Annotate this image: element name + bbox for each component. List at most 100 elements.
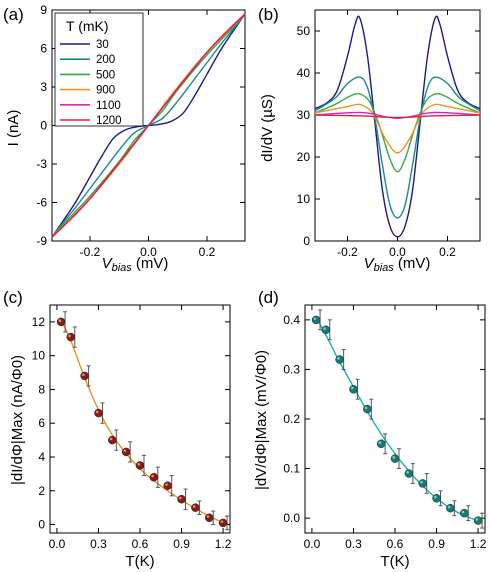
y-tick-label-c: 12 bbox=[32, 315, 46, 329]
data-point-highlight-d bbox=[406, 471, 409, 474]
data-point-highlight-c bbox=[192, 505, 196, 508]
data-point-highlight-c bbox=[137, 462, 141, 466]
plot-frame-d bbox=[304, 304, 486, 534]
data-point-highlight-d bbox=[461, 510, 465, 514]
x-tick-label-d: 0.0 bbox=[304, 537, 321, 551]
data-point-highlight-d bbox=[392, 456, 396, 459]
panel-c: T(K) |dI/dΦ|Max (nA/Φ0) 0.0 0.3 0.6 0.9 1.2 0… bbox=[9, 304, 232, 570]
legend-entry-label: 500 bbox=[96, 69, 115, 81]
data-point-highlight-c bbox=[123, 449, 127, 453]
data-point-d bbox=[390, 454, 400, 463]
y-tick-label-a: 9 bbox=[40, 3, 47, 17]
y-tick-label-b: 50 bbox=[297, 24, 311, 38]
data-point-highlight-d bbox=[337, 357, 340, 360]
data-point-c bbox=[66, 332, 76, 342]
y-tick-label-c: 0 bbox=[38, 518, 45, 532]
y-tick-label-d: 0.0 bbox=[283, 511, 300, 525]
fit-line-d bbox=[315, 317, 479, 522]
legend-entry-label: 1100 bbox=[96, 100, 121, 112]
data-point-c bbox=[94, 408, 103, 418]
data-point-c bbox=[135, 461, 145, 470]
y-tick-label-b: 20 bbox=[297, 150, 311, 164]
x-tick-label-d: 1.2 bbox=[470, 537, 487, 551]
series-line-b-500 bbox=[314, 92, 481, 173]
y-axis-label-b: dI/dV (µS) bbox=[259, 94, 276, 162]
y-tick-label-c: 6 bbox=[38, 416, 45, 430]
data-point-highlight-d bbox=[378, 441, 382, 444]
y-tick-label-c: 4 bbox=[38, 450, 45, 464]
data-point-d bbox=[335, 355, 344, 364]
y-axis-label-d: |dV/dΦ|Max (mV/Φ0) bbox=[253, 350, 270, 490]
data-point-d bbox=[473, 516, 483, 525]
data-point-c bbox=[177, 494, 186, 504]
x-tick-label-b: 0.2 bbox=[439, 245, 456, 259]
data-point-d bbox=[349, 385, 358, 394]
x-tick-label-a: 0.0 bbox=[140, 245, 157, 259]
data-point-highlight-c bbox=[220, 520, 224, 523]
legend-entry-label: 900 bbox=[96, 85, 115, 97]
x-tick-label-b: 0.0 bbox=[389, 245, 406, 259]
legend-entry-label: 30 bbox=[96, 39, 109, 51]
x-tick-label-d: 0.9 bbox=[428, 537, 445, 551]
x-tick-label-c: 0.9 bbox=[173, 537, 190, 551]
data-point-highlight-c bbox=[179, 496, 182, 500]
panel-label-d: (d) bbox=[258, 288, 279, 307]
plot-frame-c bbox=[49, 304, 231, 534]
y-tick-label-a: 0 bbox=[40, 119, 47, 133]
data-point-highlight-c bbox=[109, 437, 113, 441]
x-tick-label-a: 0.2 bbox=[199, 245, 216, 259]
y-tick-label-a: 6 bbox=[40, 42, 47, 56]
x-tick-label-c: 0.0 bbox=[49, 537, 66, 551]
y-tick-label-a: -3 bbox=[36, 157, 47, 171]
data-point-d bbox=[311, 315, 321, 325]
data-point-highlight-c bbox=[151, 474, 154, 478]
x-tick-label-d: 0.3 bbox=[345, 537, 362, 551]
panel-label-c: (c) bbox=[3, 288, 23, 307]
panel-label-b: (b) bbox=[258, 5, 279, 24]
data-point-c bbox=[204, 513, 214, 523]
y-tick-label-d: 0.4 bbox=[283, 313, 300, 327]
data-point-highlight-c bbox=[82, 373, 85, 377]
series-line-b-200 bbox=[314, 76, 481, 219]
data-point-highlight-c bbox=[165, 483, 168, 486]
data-point-highlight-d bbox=[350, 386, 354, 390]
x-tick-label-a: -0.2 bbox=[80, 245, 101, 259]
legend: T (mK) 30 200 500 900 1100 1200 bbox=[54, 12, 144, 127]
y-axis-label-c: |dI/dΦ|Max (nA/Φ0) bbox=[9, 355, 26, 485]
x-tick-label-c: 0.6 bbox=[132, 537, 149, 551]
x-tick-label-c: 0.3 bbox=[90, 537, 107, 551]
data-point-d bbox=[432, 494, 441, 503]
series-line-b-900 bbox=[314, 103, 481, 154]
data-point-highlight-d bbox=[447, 505, 451, 509]
x-axis-label-d: T(K) bbox=[380, 553, 409, 570]
data-point-d bbox=[376, 439, 386, 449]
series-line-a-1200 bbox=[51, 13, 246, 238]
legend-entry-label: 1200 bbox=[96, 115, 122, 127]
panel-a: Vbias (mV) I (nA) -0.2 0.0 0.2 -9 -6 -3 0 3 6 9 T… bbox=[5, 3, 246, 274]
data-point-c bbox=[191, 503, 200, 512]
data-point-c bbox=[108, 435, 117, 445]
y-tick-label-a: 3 bbox=[40, 80, 47, 94]
data-point-c bbox=[149, 473, 159, 482]
y-tick-label-c: 8 bbox=[38, 382, 45, 396]
panel-d: T(K) |dV/dΦ|Max (mV/Φ0) 0.0 0.3 0.6 0.9 1.2 0… bbox=[253, 304, 487, 570]
data-point-highlight-d bbox=[434, 495, 437, 499]
data-point-c bbox=[163, 481, 172, 490]
legend-title: T (mK) bbox=[66, 18, 109, 34]
x-tick-label-c: 1.2 bbox=[215, 537, 232, 551]
data-point-highlight-d bbox=[475, 518, 479, 521]
y-tick-label-b: 10 bbox=[297, 192, 311, 206]
plot-frame-b bbox=[314, 9, 481, 242]
y-tick-label-b: 40 bbox=[297, 66, 311, 80]
x-axis-label-c: T(K) bbox=[125, 553, 154, 570]
y-tick-label-d: 0.2 bbox=[283, 412, 300, 426]
x-tick-label-d: 0.6 bbox=[387, 537, 404, 551]
data-point-highlight-c bbox=[206, 515, 210, 518]
data-point-c bbox=[56, 317, 66, 327]
panel-label-a: (a) bbox=[3, 5, 24, 24]
y-tick-label-c: 10 bbox=[32, 349, 46, 363]
y-tick-label-b: 0 bbox=[303, 234, 310, 248]
data-point-highlight-d bbox=[313, 317, 317, 320]
x-tick-label-b: -0.2 bbox=[337, 245, 358, 259]
